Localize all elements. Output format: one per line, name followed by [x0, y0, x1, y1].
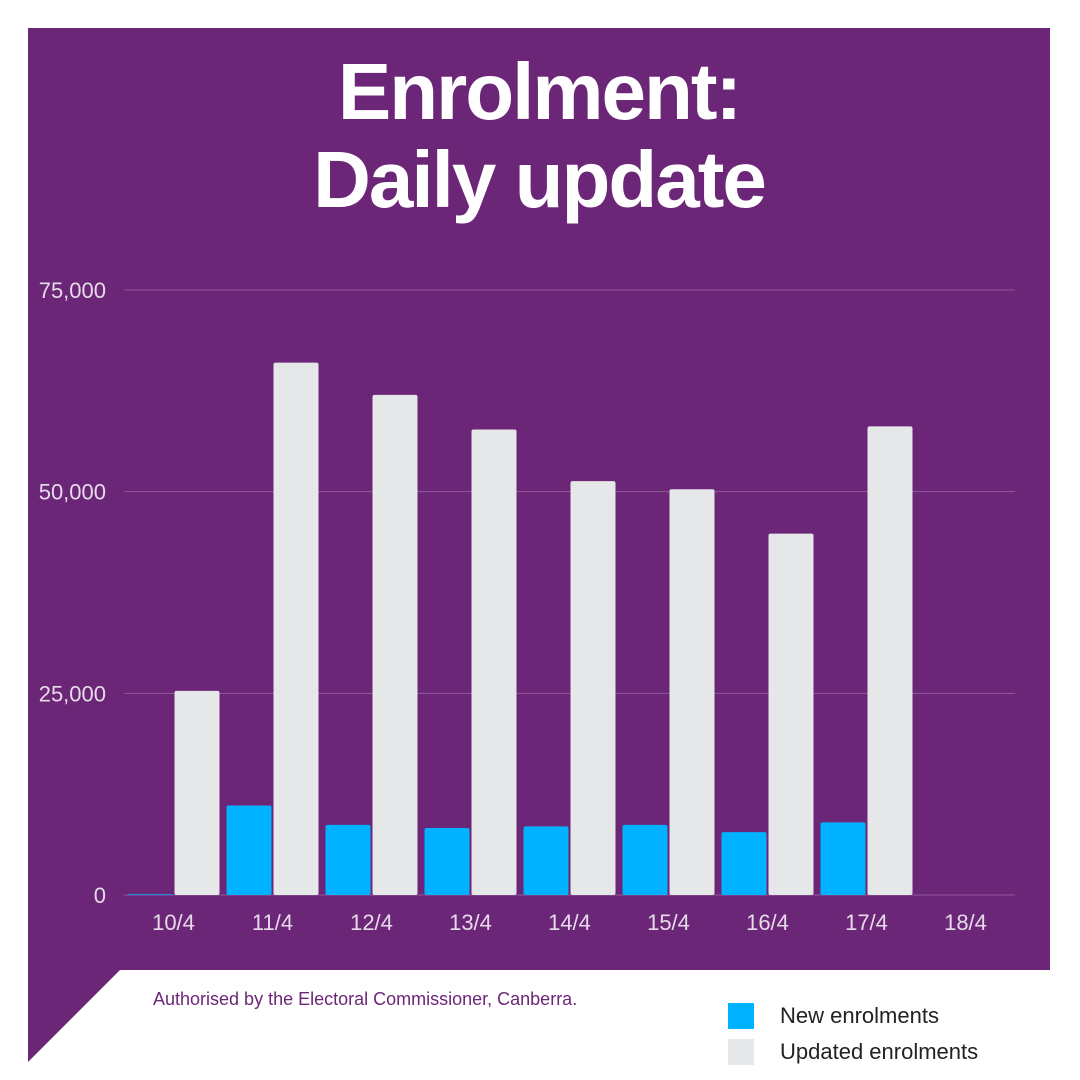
legend-label-new: New enrolments: [780, 1003, 939, 1028]
bar-new-1: [226, 805, 272, 895]
y-tick-label: 50,000: [39, 480, 106, 505]
bar-updated-5: [669, 489, 715, 895]
y-axis-ticks: 0 25,000 50,000 75,000: [39, 278, 106, 908]
bar-new-3: [424, 828, 470, 895]
bar-new-6: [721, 832, 767, 895]
bar-updated-4: [570, 481, 616, 895]
x-tick-label: 11/4: [252, 910, 293, 935]
legend-label-updated: Updated enrolments: [780, 1039, 979, 1064]
x-tick-label: 13/4: [449, 910, 492, 935]
bar-new-2: [325, 824, 371, 895]
bar-updated-0: [174, 690, 220, 895]
y-tick-label: 25,000: [39, 681, 106, 706]
bar-updated-3: [471, 429, 517, 895]
legend-item-updated: Updated enrolments: [728, 1034, 978, 1070]
x-tick-label: 16/4: [746, 910, 789, 935]
legend-swatch-updated: [728, 1039, 754, 1065]
x-tick-label: 14/4: [548, 910, 591, 935]
legend-swatch-new: [728, 1003, 754, 1029]
y-tick-label: 75,000: [39, 278, 106, 303]
gridlines: [124, 289, 1015, 896]
bar-updated-1: [273, 362, 319, 896]
bar-new-5: [622, 824, 668, 895]
x-tick-label: 10/4: [152, 910, 195, 935]
x-tick-label: 15/4: [647, 910, 690, 935]
chart-title: Enrolment: Daily update: [28, 48, 1050, 224]
bar-updated-7: [867, 426, 913, 895]
x-tick-label: 18/4: [944, 910, 987, 935]
x-tick-label: 12/4: [350, 910, 393, 935]
bars: [127, 362, 913, 896]
legend: New enrolments Updated enrolments: [728, 998, 978, 1070]
chart-title-line-2: Daily update: [313, 135, 767, 224]
bar-updated-6: [768, 533, 814, 895]
x-axis-ticks: 10/4 11/4 12/4 13/4 14/4 15/4 16/4 17/4 18/4: [152, 910, 987, 935]
bar-new-7: [820, 822, 866, 895]
bar-new-0: [127, 894, 173, 895]
x-tick-label: 17/4: [845, 910, 888, 935]
bar-updated-2: [372, 394, 418, 895]
authorisation-statement: Authorised by the Electoral Commissioner…: [153, 989, 578, 1009]
y-tick-label: 0: [94, 883, 106, 908]
bar-new-4: [523, 826, 569, 895]
chart-title-line-1: Enrolment:: [337, 47, 742, 136]
legend-item-new: New enrolments: [728, 998, 978, 1034]
